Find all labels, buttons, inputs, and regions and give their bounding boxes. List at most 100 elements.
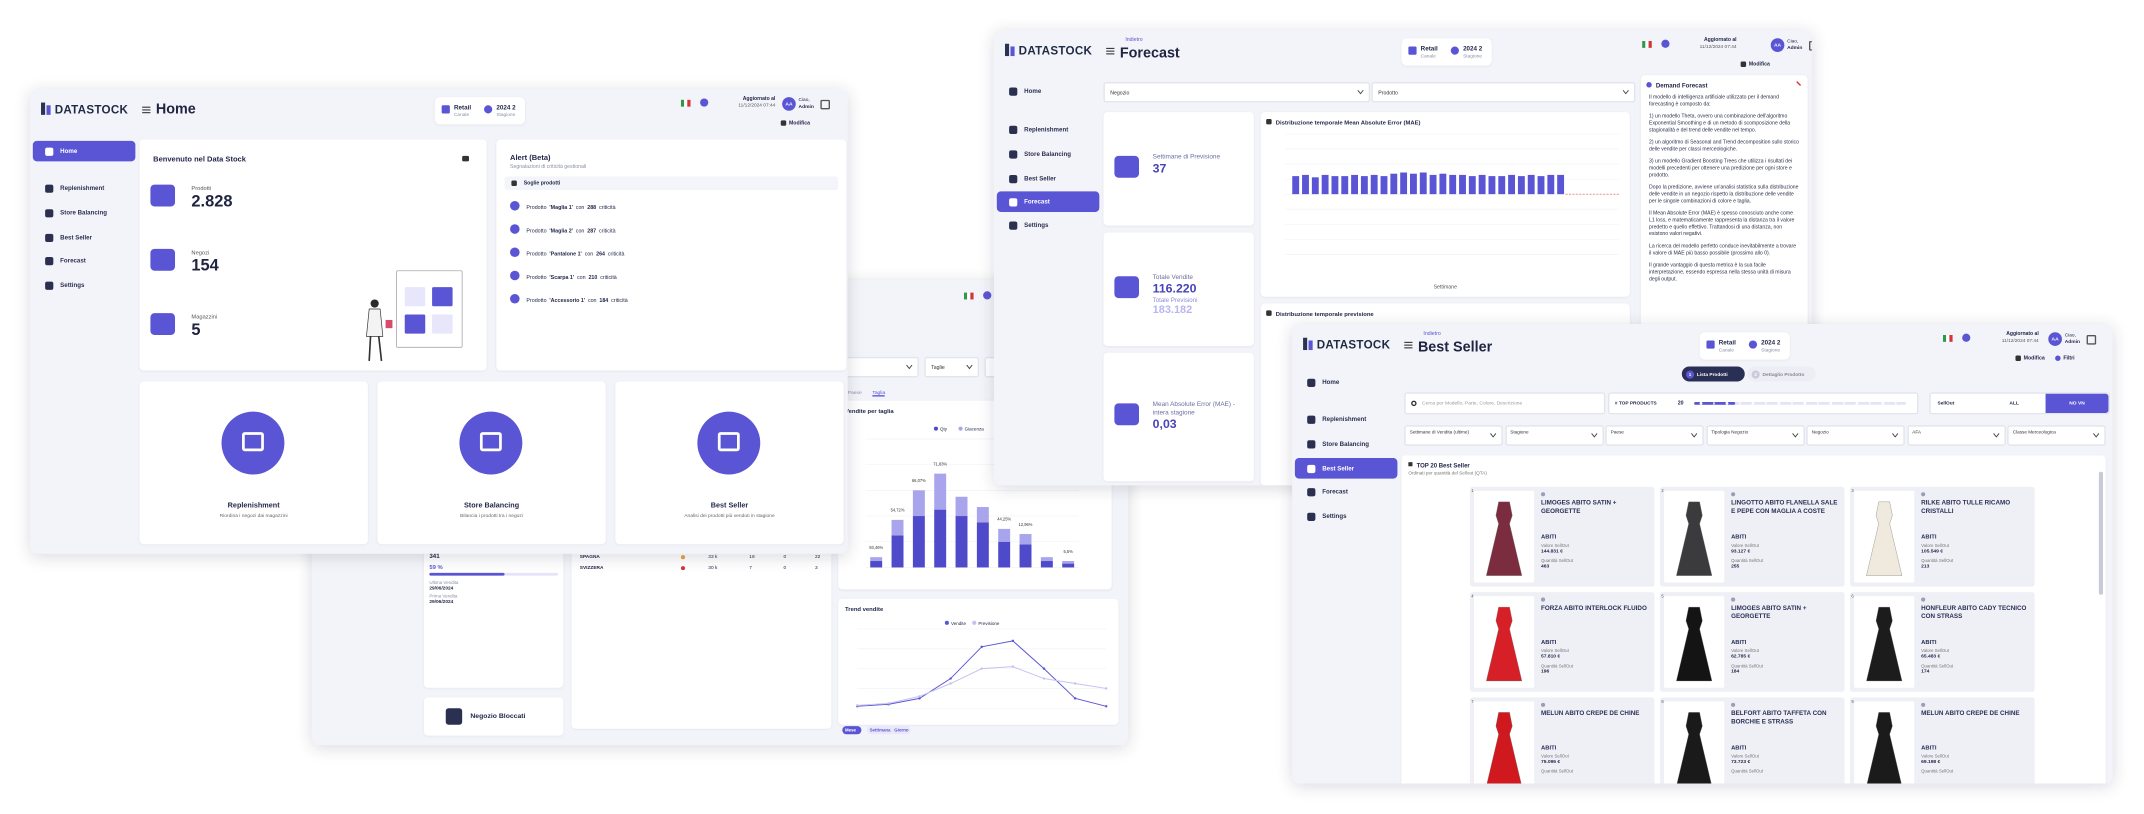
kpi-label: Settimane di Previsione xyxy=(1152,152,1221,160)
dress-shape xyxy=(1486,712,1522,784)
language-badge[interactable] xyxy=(983,291,992,300)
nav-item[interactable]: Store Balancing xyxy=(1295,433,1398,454)
avatar[interactable]: AA xyxy=(782,97,796,111)
product-card[interactable]: 2 LINGOTTO ABITO FLANELLA SALE E PEPE CON… xyxy=(1659,486,1845,587)
select[interactable]: Taglie xyxy=(924,356,980,378)
language-badge[interactable] xyxy=(1962,333,1971,342)
select[interactable]: Negozio xyxy=(1806,425,1905,446)
expand-icon[interactable] xyxy=(1809,41,1812,51)
alert-filter[interactable]: Soglie prodotti xyxy=(504,176,839,191)
step[interactable]: 1 Lista Prodotti xyxy=(1681,366,1745,382)
nav-item[interactable]: Best Seller xyxy=(33,227,136,248)
language-badge[interactable] xyxy=(700,98,709,107)
alert-mid: con xyxy=(584,249,594,257)
select[interactable]: Prodotto xyxy=(1371,82,1636,103)
blocked-stores: Negozio Bloccati xyxy=(423,697,564,736)
avatar[interactable]: AA xyxy=(1770,38,1785,52)
product-value: 144.831 € xyxy=(1541,548,1563,554)
nav-item[interactable]: Best Seller xyxy=(1294,458,1398,479)
alert-count: 287 xyxy=(587,226,597,234)
step-number-text: 1 xyxy=(1688,371,1692,377)
product-card[interactable]: 8 BELFORT ABITO TAFFETA CON BORCHIE E STR… xyxy=(1659,697,1845,784)
product-card[interactable]: 5 LIMOGES ABITO SATIN + GEORGETTE ABITI Val… xyxy=(1659,592,1845,692)
bar xyxy=(1341,176,1349,195)
period-button[interactable]: Mese xyxy=(842,726,862,735)
nav-label: Best Seller xyxy=(1322,464,1355,472)
product-qty: 463 xyxy=(1541,563,1550,569)
chevron xyxy=(2093,433,2100,438)
nav-item[interactable]: Home xyxy=(1295,372,1398,393)
product-card[interactable]: 3 RILKE ABITO TULLE RICAMO CRISTALLI ABITI… xyxy=(1850,486,2035,587)
nav-item[interactable]: Forecast xyxy=(33,250,136,271)
product-qty: 184 xyxy=(1731,668,1740,675)
chart-title: Vendite per taglia xyxy=(845,407,894,415)
menu-line xyxy=(142,109,151,111)
percent-label: 5,5% xyxy=(1064,549,1074,554)
period-button[interactable]: Giorno xyxy=(891,726,911,735)
legend-label: Qty xyxy=(940,425,948,432)
chevron xyxy=(1691,433,1698,438)
period-button[interactable]: Settimana xyxy=(866,726,895,735)
select[interactable]: Negozio xyxy=(1103,82,1371,103)
nav-item[interactable]: Replenishment xyxy=(997,119,1100,140)
filter-label: Negozio xyxy=(1811,429,1829,436)
module-card: Store Balancing Bilancia i prodotti tra i… xyxy=(377,381,606,545)
nav-item[interactable]: Settings xyxy=(1295,506,1398,527)
select[interactable]: AFA xyxy=(1906,425,2006,446)
select[interactable]: Classe Merceologica xyxy=(2007,425,2106,446)
product-icon xyxy=(1541,492,1546,497)
product-rank: 2 xyxy=(1661,488,1664,494)
close-button[interactable] xyxy=(1792,81,1802,90)
nav-item[interactable]: Home xyxy=(997,81,1100,102)
nav-item[interactable]: Home xyxy=(32,140,136,162)
bar xyxy=(1468,176,1476,195)
flag-stripe xyxy=(684,99,688,107)
trend-point xyxy=(887,702,890,705)
product-card[interactable]: 9 MELUN ABITO CREPE DE CHINE ABITI Valore S… xyxy=(1850,697,2035,784)
filter-icon xyxy=(511,180,517,186)
nav-item[interactable]: Forecast xyxy=(1295,481,1398,502)
select[interactable]: Tipologia Negozio xyxy=(1705,425,1805,446)
nav-item[interactable]: Settings xyxy=(997,215,1100,236)
module-glyph xyxy=(717,432,740,452)
table-cell: 0 xyxy=(783,564,787,571)
blocked-icon xyxy=(445,708,463,725)
nav-icon xyxy=(1307,512,1316,521)
logo: DATASTOCK xyxy=(1018,43,1093,58)
panel-paragraph: 2) un algoritmo di Seasonal and Trend de… xyxy=(1649,139,1799,152)
nav-icon xyxy=(1307,439,1316,448)
language-badge[interactable] xyxy=(1661,39,1670,48)
product-name: RILKE ABITO TULLE RICAMO CRISTALLI xyxy=(1921,499,2011,514)
product-card[interactable]: 6 HONFLEUR ABITO CADY TECNICO CON STRASS A… xyxy=(1850,592,2035,692)
nav-item[interactable]: Store Balancing xyxy=(997,144,1100,165)
nav-label: Home xyxy=(1322,378,1340,386)
nav-item[interactable]: Store Balancing xyxy=(33,202,136,223)
select[interactable]: Paese xyxy=(1605,425,1704,446)
step[interactable]: 2 Dettaglio Prodotto xyxy=(1747,366,1816,382)
avatar[interactable]: AA xyxy=(2048,332,2062,346)
product-card[interactable]: 7 MELUN ABITO CREPE DE CHINE ABITI Valore S… xyxy=(1469,697,1655,784)
search-box[interactable]: Cerca per Modello, Parte, Colore, Descri… xyxy=(1404,392,1606,415)
module-icon xyxy=(697,411,761,475)
nav-item[interactable]: Forecast xyxy=(996,191,1100,212)
qty-label: Quantità SellOut xyxy=(1541,768,1573,774)
product-card[interactable]: 1 LIMOGES ABITO SATIN + GEORGETTE ABITI Val… xyxy=(1469,486,1655,587)
select[interactable]: Settimane di Vendita (ultime) xyxy=(1404,425,1503,446)
expand-icon[interactable] xyxy=(820,99,830,110)
nav-item[interactable]: Replenishment xyxy=(1295,409,1398,430)
nav-item[interactable]: Replenishment xyxy=(33,178,136,199)
slider-track[interactable] xyxy=(1694,402,1907,405)
flag-stripe xyxy=(1642,41,1646,48)
toggle-option[interactable]: ALL xyxy=(1983,394,2046,413)
nav-item[interactable]: Best Seller xyxy=(997,168,1100,189)
blocked-label: Negozio Bloccati xyxy=(470,712,526,721)
nav-icon xyxy=(1009,125,1018,134)
date-value: 29/06/2024 xyxy=(429,585,454,591)
expand-icon[interactable] xyxy=(2086,335,2097,345)
toggle-option[interactable]: NO VN xyxy=(2045,393,2109,413)
percent-label: 71,83% xyxy=(933,461,947,466)
edit-button: Modifica xyxy=(2023,354,2045,361)
nav-item[interactable]: Settings xyxy=(33,275,136,296)
product-card[interactable]: 4 FORZA ABITO INTERLOCK FLUIDO ABITI Valore… xyxy=(1469,592,1655,692)
select[interactable]: Stagione xyxy=(1504,425,1604,446)
